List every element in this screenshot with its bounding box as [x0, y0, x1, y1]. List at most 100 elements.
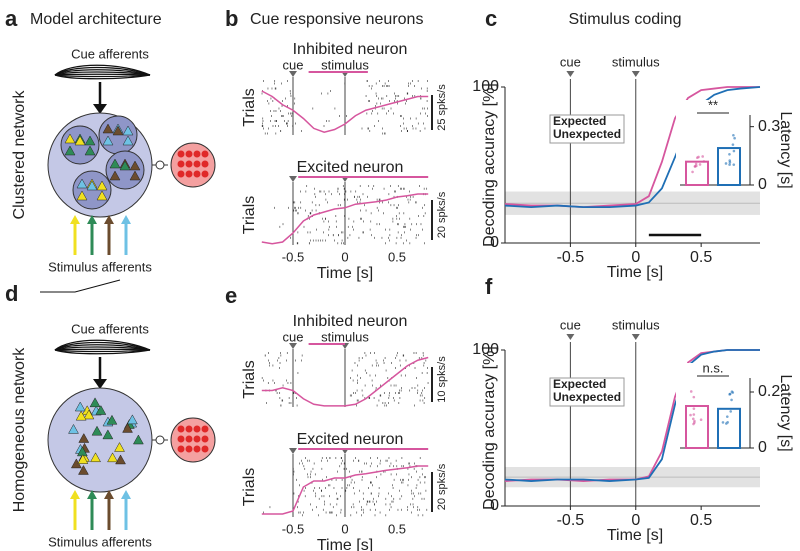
- dot: [728, 163, 731, 166]
- neuron: [115, 454, 126, 465]
- readout: [170, 417, 216, 463]
- dot: [692, 422, 695, 426]
- neuron: [102, 135, 114, 146]
- arrow-head: [93, 379, 107, 389]
- marker: [289, 71, 297, 77]
- readout-unit: [201, 170, 209, 178]
- marker: [289, 176, 297, 182]
- cue-label: Cue afferents: [71, 321, 149, 336]
- stim-head: [104, 490, 114, 499]
- neuron: [112, 125, 124, 136]
- readout-unit: [177, 150, 185, 158]
- readout-unit: [185, 425, 193, 433]
- readout-unit: [177, 445, 185, 453]
- y-label: Trials: [241, 360, 258, 399]
- dot: [732, 133, 735, 137]
- cue-fiber: [54, 349, 151, 353]
- scale-label: 20 spks/s: [436, 191, 448, 238]
- panel-title: Stimulus coding: [569, 11, 682, 28]
- dot: [692, 413, 696, 416]
- dot: [696, 156, 699, 159]
- legend-entry: Unexpected: [553, 127, 621, 141]
- rate: [261, 193, 429, 245]
- neuron: [90, 452, 101, 463]
- scale-label: 25 spks/s: [436, 84, 448, 131]
- readout-unit: [185, 150, 193, 158]
- stim-head: [87, 215, 97, 224]
- neuron: [106, 414, 118, 425]
- bar: [717, 147, 741, 186]
- scale-label: 20 spks/s: [436, 463, 448, 510]
- row-label: Clustered network: [11, 90, 28, 220]
- panel-title: Model architecture: [30, 11, 162, 28]
- dot: [731, 391, 735, 394]
- dot: [724, 162, 728, 165]
- readout: [170, 142, 216, 188]
- legend-box: [549, 114, 625, 144]
- neuron: [76, 190, 88, 201]
- neuron: [114, 442, 125, 452]
- stim-label: Stimulus afferents: [48, 534, 152, 549]
- y-tick-label: 100: [472, 78, 499, 95]
- cue-fiber: [54, 348, 151, 351]
- scale-label: 10 spks/s: [436, 356, 448, 403]
- x-label: Time [s]: [607, 527, 663, 544]
- dot: [729, 410, 733, 413]
- dot: [689, 390, 693, 393]
- readout-unit: [193, 160, 201, 168]
- inh: [155, 435, 165, 445]
- subtitle: Inhibited neuron: [293, 41, 408, 58]
- rate: [261, 356, 429, 407]
- arrow-head: [93, 104, 107, 114]
- readout-unit: [177, 435, 185, 443]
- stim-head: [70, 215, 80, 224]
- dot: [728, 392, 732, 396]
- marker: [289, 448, 297, 454]
- dot: [691, 417, 695, 421]
- neuron: [84, 145, 96, 156]
- bar: [685, 405, 709, 449]
- dot: [695, 164, 698, 168]
- cue-fiber: [54, 344, 151, 351]
- x-label: Time [s]: [317, 537, 373, 551]
- cue-fiber: [54, 73, 151, 76]
- readout-unit: [201, 435, 209, 443]
- neuron: [122, 125, 134, 136]
- y-label: Decoding accuracy [%]: [481, 346, 498, 510]
- cue-fiber: [54, 69, 151, 76]
- bar: [685, 160, 709, 187]
- stim-head: [104, 215, 114, 224]
- cue-fiber: [54, 339, 151, 351]
- event-label: stimulus: [612, 54, 660, 69]
- dot: [701, 155, 704, 158]
- readout-unit: [201, 445, 209, 453]
- stim-head: [70, 490, 80, 499]
- neuron: [84, 135, 96, 146]
- y-label: Trials: [241, 88, 258, 127]
- significance: n.s.: [703, 360, 724, 375]
- marker: [631, 71, 640, 77]
- cue-label: Cue afferents: [71, 46, 149, 61]
- cue-fiber: [54, 66, 151, 76]
- dot: [728, 152, 731, 156]
- y-tick-label: 0: [490, 234, 499, 251]
- stim-label: stimulus: [321, 329, 369, 344]
- x-tick-label: 0.5: [388, 249, 406, 264]
- legend-entry: Expected: [553, 114, 606, 128]
- subtitle: Excited neuron: [297, 431, 404, 448]
- neuron: [122, 422, 133, 433]
- dot: [691, 170, 694, 174]
- inh: [155, 160, 165, 170]
- neuron: [83, 409, 95, 420]
- rate: [261, 90, 429, 134]
- x-tick-label: -0.5: [282, 521, 304, 536]
- readout-unit: [193, 435, 201, 443]
- marker: [289, 343, 297, 349]
- neuron: [89, 397, 101, 408]
- y-label: Trials: [241, 468, 258, 507]
- y-tick-label: 100: [472, 341, 499, 358]
- readout-unit: [201, 150, 209, 158]
- x-tick-label: 0: [631, 512, 640, 529]
- stim-label: Stimulus afferents: [48, 259, 152, 274]
